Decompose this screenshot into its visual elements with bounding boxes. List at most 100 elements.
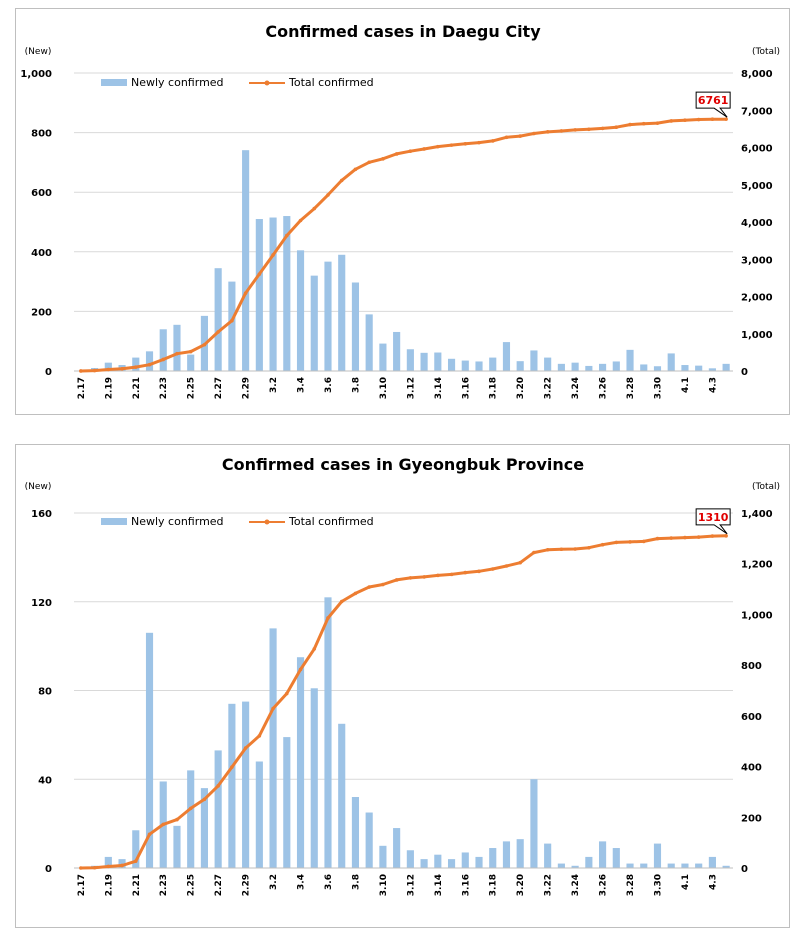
y-left-tick-label: 1,000 [20, 69, 52, 80]
right-axis-unit: (Total) [752, 47, 780, 57]
point-total-confirmed [367, 160, 371, 165]
y-right-tick-label: 3,000 [741, 255, 773, 266]
bar-newly-confirmed [420, 859, 428, 868]
y-right-tick-label: 600 [741, 712, 762, 723]
point-total-confirmed [120, 367, 124, 371]
bar-newly-confirmed [695, 365, 703, 371]
bar-newly-confirmed [242, 150, 250, 371]
point-total-confirmed [504, 564, 509, 568]
chart-daegu: Confirmed cases in Daegu City (New) (Total… [20, 22, 780, 399]
point-total-confirmed [408, 576, 413, 580]
legend-swatch-newly-confirmed [101, 518, 127, 525]
bar-newly-confirmed [585, 365, 593, 371]
point-total-confirmed [477, 140, 481, 145]
point-total-confirmed [696, 117, 701, 122]
x-tick-label: 2.25 [187, 377, 197, 399]
x-tick-label: 3.16 [461, 377, 471, 399]
chart-panel-daegu: Confirmed cases in Daegu City (New) (Total… [15, 8, 790, 415]
bar-newly-confirmed [667, 353, 675, 371]
bar-newly-confirmed [132, 830, 140, 868]
x-tick-label: 3.22 [544, 874, 554, 896]
bar-newly-confirmed [338, 254, 346, 371]
bar-newly-confirmed [489, 848, 497, 868]
bar-newly-confirmed [338, 723, 346, 868]
point-total-confirmed [161, 357, 166, 362]
x-tick-label: 2.21 [132, 377, 142, 399]
bar-newly-confirmed [571, 865, 579, 868]
point-total-confirmed [436, 144, 440, 149]
x-tick-label: 3.20 [516, 874, 526, 896]
x-tick-label: 2.25 [187, 874, 197, 896]
callout-box [695, 508, 731, 535]
point-total-confirmed [394, 152, 399, 156]
point-total-confirmed [669, 119, 674, 123]
point-total-confirmed [339, 178, 344, 183]
x-tick-label: 2.17 [77, 377, 87, 399]
y-right-tick-label: 6,000 [741, 144, 773, 155]
bar-newly-confirmed [653, 366, 662, 371]
line-total-confirmed [80, 534, 727, 870]
x-tick-label: 3.18 [489, 874, 499, 896]
legend-label-total-confirmed: Total confirmed [288, 515, 374, 528]
bar-newly-confirmed [626, 863, 634, 868]
bar-newly-confirmed [255, 219, 263, 371]
bar-newly-confirmed [447, 358, 456, 371]
y-right-tick-label: 400 [741, 763, 762, 774]
bar-newly-confirmed [571, 362, 579, 371]
point-total-confirmed [257, 272, 262, 276]
bar-newly-confirmed [365, 812, 373, 868]
point-total-confirmed [353, 167, 358, 172]
bar-newly-confirmed [612, 848, 620, 868]
bar-newly-confirmed [283, 216, 291, 371]
point-total-confirmed [655, 121, 660, 125]
point-total-confirmed [559, 547, 564, 552]
point-total-confirmed [92, 865, 97, 870]
point-total-confirmed [271, 253, 275, 257]
callout-value: 1310 [698, 511, 729, 524]
x-tick-label: 2.29 [242, 874, 252, 896]
point-total-confirmed [257, 734, 262, 738]
y-right-tick-label: 7,000 [741, 106, 773, 117]
bar-newly-confirmed [626, 349, 634, 371]
point-total-confirmed [532, 550, 536, 555]
y-left-tick-label: 0 [45, 864, 52, 875]
point-total-confirmed [573, 547, 577, 551]
bar-newly-confirmed [296, 657, 305, 868]
point-total-confirmed [367, 585, 371, 589]
bar-newly-confirmed [557, 863, 565, 868]
x-tick-label: 4.3 [708, 377, 718, 393]
x-tick-label: 3.26 [599, 874, 609, 896]
point-total-confirmed [463, 570, 468, 575]
x-tick-label: 3.20 [516, 377, 526, 399]
legend-label-newly-confirmed: Newly confirmed [131, 76, 224, 89]
bar-newly-confirmed [557, 363, 565, 371]
x-tick-label: 2.21 [132, 874, 142, 896]
point-total-confirmed [573, 128, 577, 132]
bar-newly-confirmed [612, 361, 620, 371]
y-right-tick-label: 5,000 [741, 181, 773, 192]
x-tick-label: 3.6 [324, 377, 334, 393]
point-total-confirmed [710, 534, 715, 538]
bar-newly-confirmed [283, 737, 291, 868]
point-total-confirmed [710, 117, 715, 121]
point-total-confirmed [271, 706, 275, 711]
x-tick-label: 3.8 [351, 874, 361, 890]
x-tick-label: 3.24 [571, 874, 581, 896]
point-total-confirmed [587, 545, 591, 550]
point-total-confirmed [545, 130, 550, 134]
point-total-confirmed [628, 122, 632, 127]
callout-value: 6761 [698, 94, 729, 107]
x-tick-label: 3.14 [434, 377, 444, 399]
y-right-tick-label: 0 [741, 864, 748, 875]
point-total-confirmed [175, 351, 179, 356]
bar-newly-confirmed [255, 761, 263, 868]
y-right-tick-label: 200 [741, 813, 762, 824]
point-total-confirmed [106, 367, 111, 372]
y-right-tick-label: 1,000 [741, 330, 773, 341]
bar-newly-confirmed [544, 843, 552, 868]
point-total-confirmed [518, 560, 522, 565]
bar-newly-confirmed [379, 343, 387, 371]
bar-newly-confirmed [708, 368, 716, 371]
x-tick-label: 3.26 [599, 377, 609, 399]
bar-newly-confirmed [173, 324, 181, 371]
